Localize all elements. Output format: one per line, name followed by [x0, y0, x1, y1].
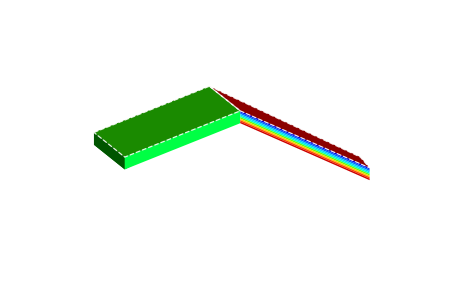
- Polygon shape: [125, 111, 240, 169]
- Polygon shape: [240, 116, 370, 174]
- Polygon shape: [240, 111, 370, 169]
- Polygon shape: [94, 86, 240, 157]
- Polygon shape: [209, 86, 370, 168]
- Polygon shape: [240, 112, 370, 171]
- Polygon shape: [240, 120, 370, 179]
- Polygon shape: [240, 117, 370, 176]
- Polygon shape: [94, 132, 125, 169]
- Polygon shape: [240, 119, 370, 177]
- Polygon shape: [94, 111, 240, 169]
- Polygon shape: [240, 122, 370, 180]
- Polygon shape: [240, 114, 370, 172]
